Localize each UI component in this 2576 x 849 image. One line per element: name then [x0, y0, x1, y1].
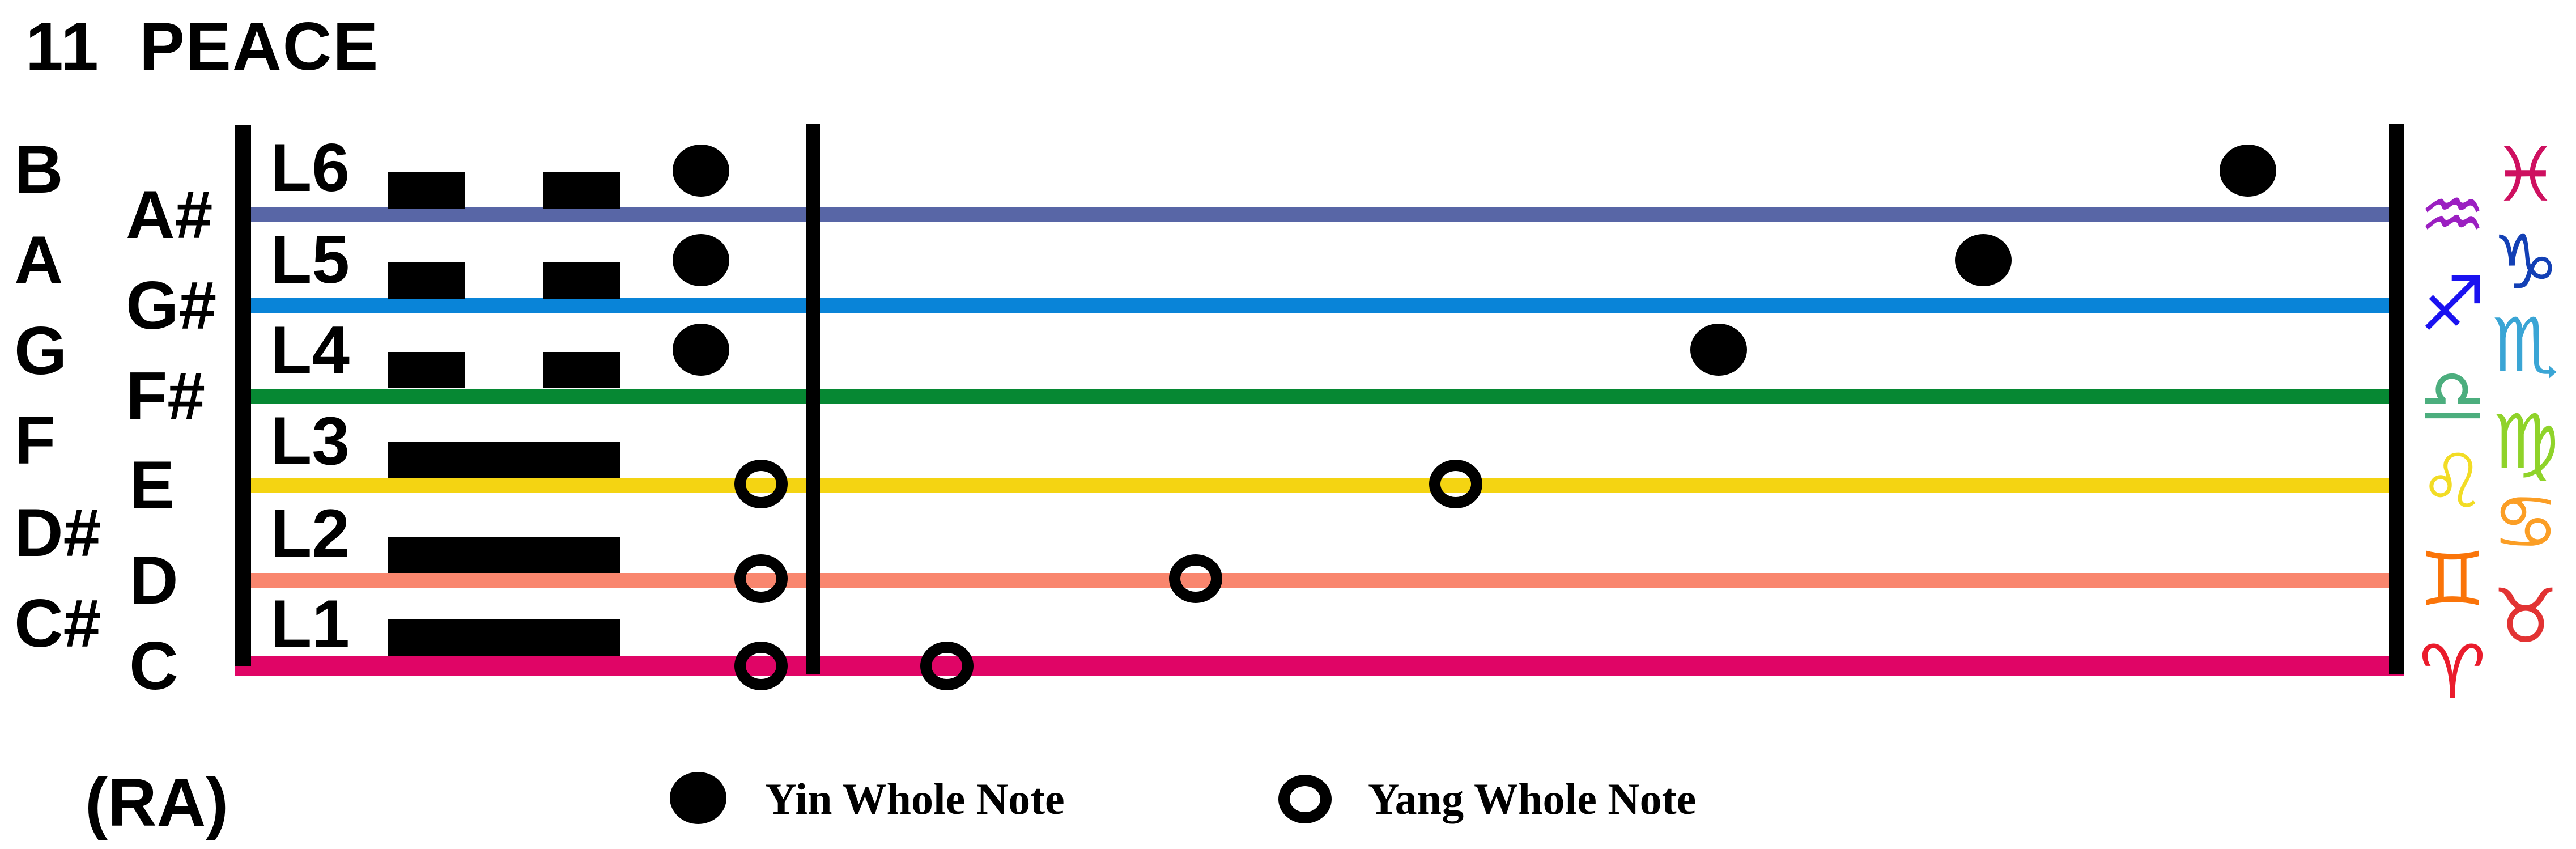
note-yang-D-8: [1169, 554, 1222, 603]
staff-line-G#: [235, 298, 2404, 313]
staff-line-C: [235, 656, 2404, 676]
hexagram-line-label-L4: L4: [270, 312, 350, 388]
note-yin-B-12: [2220, 145, 2276, 197]
note-label-G: G: [14, 313, 67, 389]
zodiac-pisces-icon: ♓: [2492, 131, 2560, 219]
note-label-D: D: [129, 542, 178, 618]
note-yang-D-5: [734, 554, 788, 603]
note-label-F#: F#: [126, 358, 206, 434]
zodiac-virgo-icon: ♍: [2492, 398, 2560, 486]
note-yin-A-2: [673, 234, 729, 286]
zodiac-cancer-icon: ♋: [2492, 479, 2560, 566]
hexagram-L5-yin-bar-left: [388, 262, 465, 299]
hexagram-name: PEACE: [139, 9, 380, 84]
zodiac-capricorn-icon: ♑: [2492, 219, 2560, 306]
note-yin-B-1: [673, 145, 729, 197]
hexagram-L1-yang-bar: [388, 619, 620, 656]
hexagram-L2-yang-bar: [388, 537, 620, 573]
note-label-A#: A#: [126, 177, 213, 253]
zodiac-sagittarius-icon: ♐: [2418, 261, 2486, 348]
hexagram-L5-yin-bar-right: [543, 262, 620, 299]
staff-line-D: [235, 573, 2404, 588]
note-label-D#: D#: [14, 495, 101, 571]
note-yang-E-4: [734, 460, 788, 508]
legend-yin-label: Yin Whole Note: [765, 774, 1065, 823]
legend-yin-note-icon: [670, 772, 726, 824]
hexagram-line-label-L5: L5: [270, 222, 350, 298]
footer-annotation: (RA): [85, 765, 229, 840]
barline-2: [806, 124, 820, 674]
note-label-C: C: [129, 628, 178, 704]
note-yin-A-11: [1955, 234, 2012, 286]
zodiac-aquarius-icon: ♒: [2418, 172, 2486, 259]
zodiac-libra-icon: ♎: [2418, 353, 2486, 440]
zodiac-gemini-icon: ♊: [2418, 536, 2486, 623]
hexagram-L3-yang-bar: [388, 442, 620, 478]
note-yang-E-9: [1429, 460, 1482, 508]
zodiac-taurus-icon: ♉: [2492, 573, 2560, 660]
page-title: 11 PEACE: [25, 12, 379, 80]
note-label-E: E: [129, 447, 175, 523]
note-label-G#: G#: [126, 268, 217, 343]
staff-line-E: [235, 478, 2404, 493]
hexagram-L6-yin-bar-right: [543, 172, 620, 209]
note-label-A: A: [14, 222, 63, 298]
barline-1: [235, 125, 251, 666]
staff-line-A#: [235, 207, 2404, 222]
note-label-F: F: [14, 402, 56, 478]
legend-yang-label: Yang Whole Note: [1368, 774, 1697, 823]
barline-3: [2389, 124, 2404, 674]
note-yang-C-6: [734, 642, 788, 690]
note-label-C#: C#: [14, 585, 101, 661]
legend-yang-note-icon: [1278, 775, 1332, 823]
hexagram-line-label-L3: L3: [270, 403, 350, 479]
hexagram-L4-yin-bar-right: [543, 352, 620, 388]
note-yin-G-3: [673, 324, 729, 376]
hexagram-L4-yin-bar-left: [388, 352, 465, 388]
note-yin-G-10: [1690, 324, 1747, 376]
hexagram-line-label-L2: L2: [270, 495, 350, 571]
hexagram-number: 11: [25, 9, 100, 84]
note-label-B: B: [14, 131, 63, 207]
hexagram-line-label-L1: L1: [270, 586, 350, 662]
zodiac-leo-icon: ♌: [2418, 438, 2486, 525]
hexagram-L6-yin-bar-left: [388, 172, 465, 209]
note-yang-C-7: [920, 642, 974, 690]
zodiac-aries-icon: ♈: [2418, 629, 2486, 716]
zodiac-scorpio-icon: ♏: [2492, 302, 2560, 389]
hexagram-line-label-L6: L6: [270, 130, 350, 206]
staff-line-F#: [235, 389, 2404, 404]
